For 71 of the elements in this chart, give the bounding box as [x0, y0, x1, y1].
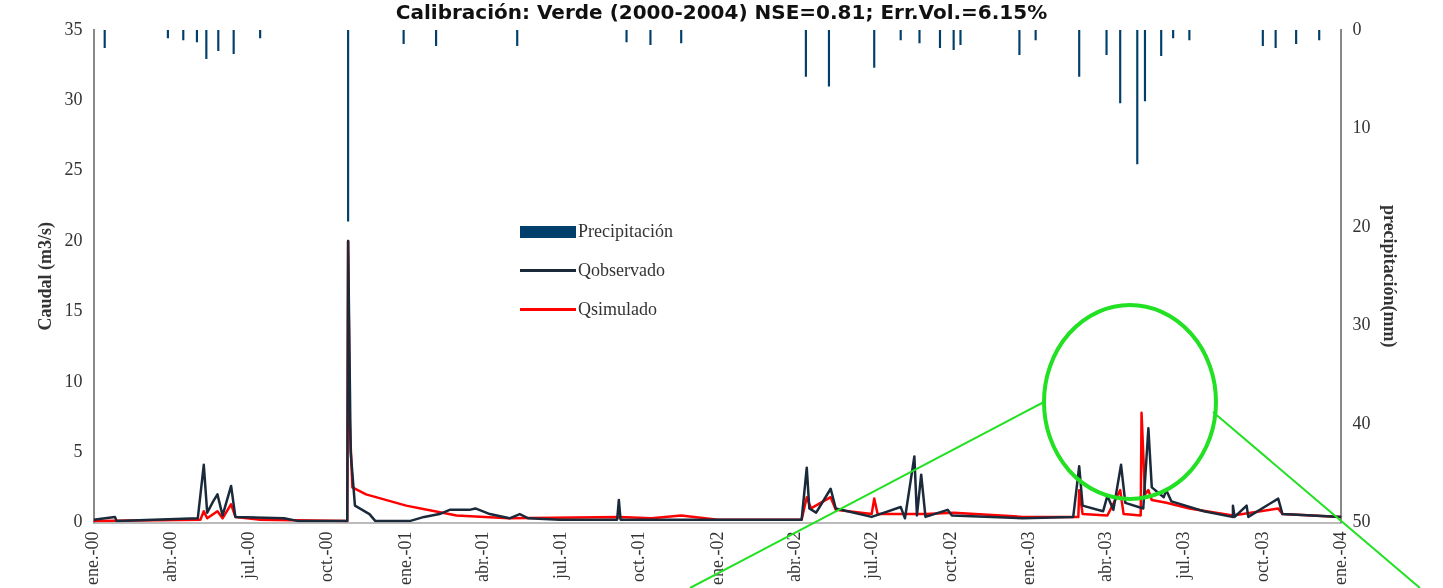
- bar: [402, 30, 405, 45]
- legend-label: Qobservado: [578, 260, 665, 281]
- bar: [1274, 30, 1277, 49]
- x-tick-label: abr.-02: [783, 531, 804, 583]
- bar: [1034, 30, 1037, 41]
- bar: [625, 30, 628, 43]
- bar: [205, 30, 208, 59]
- x-tick-label: jul.-03: [1172, 531, 1193, 581]
- bar: [103, 30, 106, 49]
- x-tick-label: ene.-04: [1330, 531, 1351, 586]
- x-tick-label: ene.-01: [394, 531, 415, 586]
- bar: [516, 30, 519, 47]
- y2-tick-label: 30: [1352, 314, 1371, 335]
- x-tick-label: jul.-01: [549, 531, 570, 581]
- y-tick-label: 15: [64, 300, 83, 321]
- x-tick-label: ene.-02: [706, 531, 727, 586]
- bar: [1136, 30, 1139, 165]
- bar: [959, 30, 962, 46]
- y-tick-label: 0: [73, 511, 83, 532]
- bar: [1143, 30, 1147, 102]
- bar: [938, 30, 942, 49]
- x-tick-label: jul.-00: [237, 531, 258, 581]
- y-tick-label: 30: [64, 89, 83, 110]
- bar: [873, 30, 876, 68]
- bar: [899, 30, 902, 41]
- bar: [217, 30, 220, 52]
- y-tick-label: 20: [64, 229, 83, 250]
- bar: [952, 30, 955, 51]
- legend-label: Qsimulado: [578, 299, 657, 320]
- bar: [1261, 30, 1264, 47]
- bar: [435, 30, 438, 47]
- x-tick-label: abr.-01: [471, 531, 492, 583]
- y2-tick-label: 40: [1352, 412, 1371, 433]
- bar: [649, 30, 652, 46]
- y-tick-label: 35: [64, 18, 83, 39]
- bar: [1078, 30, 1081, 77]
- y-tick-label: 10: [64, 370, 83, 391]
- bar: [827, 30, 831, 87]
- bar: [1295, 30, 1298, 45]
- x-tick-label: ene.-00: [82, 531, 103, 586]
- bar: [1105, 30, 1108, 55]
- bar: [680, 30, 683, 44]
- x-tick-label: oct.-01: [628, 531, 649, 583]
- x-tick-label: oct.-02: [939, 531, 960, 583]
- bar: [1188, 30, 1191, 41]
- bar: [1160, 30, 1163, 56]
- bar: [195, 30, 199, 43]
- bar: [918, 30, 921, 44]
- bar: [804, 30, 807, 77]
- bar: [1119, 30, 1122, 104]
- y-axis-title: Caudal (m3/s): [35, 222, 57, 331]
- y2-tick-label: 10: [1352, 117, 1371, 138]
- legend-label: Precipitación: [578, 221, 673, 242]
- y2-tick-label: 50: [1352, 511, 1371, 532]
- y2-tick-label: 0: [1352, 18, 1362, 39]
- x-tick-label: abr.-00: [160, 531, 181, 583]
- bar: [1318, 30, 1321, 41]
- x-tick-label: oct.-00: [316, 531, 337, 583]
- y2-tick-label: 20: [1352, 215, 1371, 236]
- y-tick-label: 25: [64, 159, 83, 180]
- x-tick-label: abr.-03: [1095, 531, 1116, 583]
- x-tick-label: ene.-03: [1018, 531, 1039, 586]
- x-tick-label: jul.-02: [861, 531, 882, 581]
- x-tick-label: oct.-03: [1251, 531, 1272, 583]
- y2-axis-title: precipitación(mm): [1378, 204, 1400, 348]
- y-tick-label: 5: [73, 440, 83, 461]
- bar: [1018, 30, 1021, 55]
- bar: [182, 30, 185, 41]
- bar: [232, 30, 235, 54]
- chart-title: Calibración: Verde (2000-2004) NSE=0.81; Err.Vol.=6.15%: [395, 0, 1048, 24]
- bar: [347, 30, 350, 222]
